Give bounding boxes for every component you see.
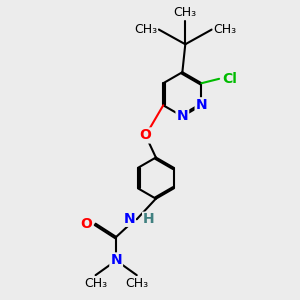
Text: O: O <box>80 217 92 231</box>
Text: CH₃: CH₃ <box>125 277 148 290</box>
Text: CH₃: CH₃ <box>84 277 107 290</box>
Text: N: N <box>124 212 135 226</box>
Text: N: N <box>176 109 188 123</box>
Text: Cl: Cl <box>223 72 238 86</box>
Text: N: N <box>110 254 122 268</box>
Text: CH₃: CH₃ <box>174 6 197 19</box>
Text: N: N <box>196 98 207 112</box>
Text: H: H <box>142 212 154 226</box>
Text: CH₃: CH₃ <box>134 23 158 36</box>
Text: O: O <box>140 128 152 142</box>
Text: CH₃: CH₃ <box>213 23 236 36</box>
